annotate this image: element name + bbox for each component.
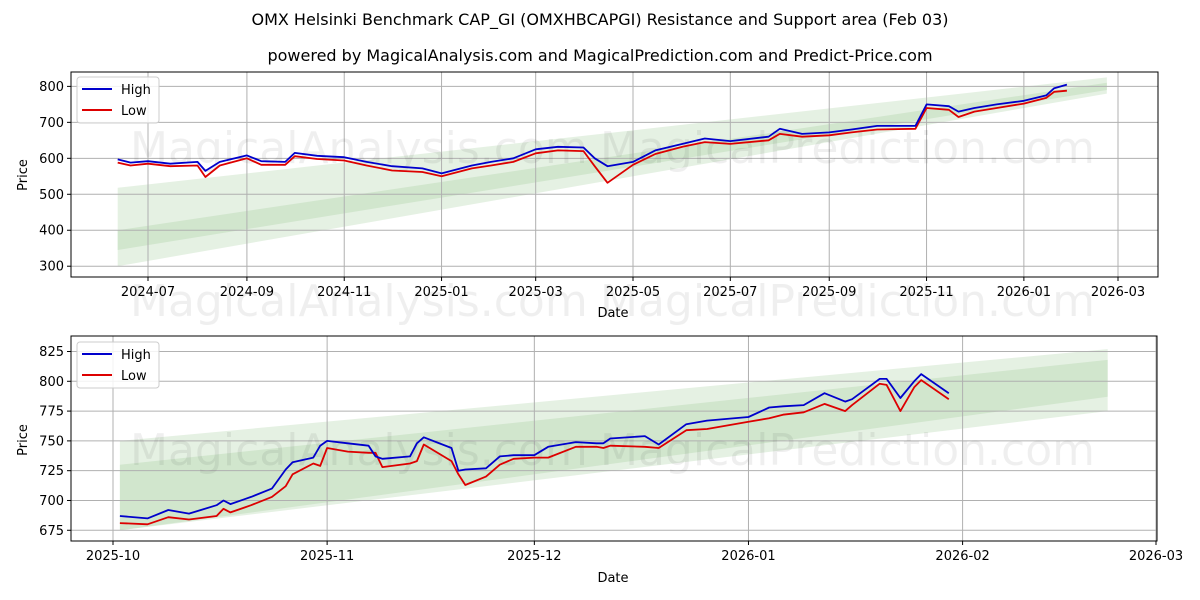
- y-tick-label: 700: [39, 494, 64, 509]
- y-tick-label: 725: [39, 464, 64, 479]
- watermark-analysis-2: MagicalAnalysis.com: [130, 276, 588, 327]
- x-tick-label: 2025-11: [300, 549, 354, 564]
- legend-low-label-2: Low: [121, 369, 147, 384]
- series-high-line: [119, 373, 950, 520]
- top-x-axis-label: Date: [597, 306, 628, 321]
- top-plot-frame: [70, 71, 1159, 278]
- x-tick-label: 2025-05: [606, 285, 660, 300]
- x-tick-label: 2026-01: [997, 285, 1051, 300]
- legend-high-label-2: High: [121, 348, 151, 363]
- series-low-line: [117, 89, 1067, 184]
- top-x-axis: 2024-07 2024-09 2024-11 2025-01 2025-03 2025-…: [121, 277, 1145, 300]
- y-tick-label: 825: [39, 345, 64, 360]
- x-tick-label: 2025-09: [802, 285, 856, 300]
- watermark-prediction: MagicalPrediction.com: [600, 123, 1095, 174]
- x-tick-label: 2025-10: [86, 549, 140, 564]
- x-tick-label: 2024-07: [121, 285, 175, 300]
- x-tick-label: 2025-07: [703, 285, 757, 300]
- bottom-plot-frame: [70, 335, 1158, 542]
- bottom-watermark: MagicalAnalysis.com MagicalPrediction.co…: [130, 425, 1095, 476]
- x-tick-label: 2025-01: [414, 285, 468, 300]
- x-tick-label: 2026-03: [1091, 285, 1145, 300]
- top-support-resistance-bands: [117, 77, 1107, 267]
- bottom-y-axis: 675 700 725 750 775 800 825: [39, 345, 71, 539]
- y-tick-label: 800: [39, 375, 64, 390]
- legend-high-label: High: [121, 83, 151, 98]
- x-tick-label: 2024-11: [317, 285, 371, 300]
- top-watermark: MagicalAnalysis.com MagicalPrediction.co…: [130, 123, 1095, 327]
- y-tick-label: 300: [39, 260, 64, 275]
- bottom-x-axis: 2025-10 2025-11 2025-12 2026-01 2026-02 2026-…: [86, 541, 1183, 564]
- bottom-x-axis-label: Date: [597, 571, 628, 586]
- watermark-analysis-3: MagicalAnalysis.com: [130, 425, 588, 476]
- x-tick-label: 2025-03: [509, 285, 563, 300]
- y-tick-label: 700: [39, 116, 64, 131]
- bottom-y-axis-label: Price: [16, 424, 31, 456]
- watermark-analysis: MagicalAnalysis.com: [130, 123, 588, 174]
- top-y-axis-label: Price: [16, 159, 31, 191]
- top-chart: MagicalAnalysis.com MagicalPrediction.co…: [16, 71, 1159, 327]
- bottom-grid: [71, 336, 1157, 541]
- y-tick-label: 800: [39, 80, 64, 95]
- top-price-lines: [117, 83, 1068, 184]
- y-tick-label: 400: [39, 224, 64, 239]
- band-inner: [117, 82, 1107, 251]
- bottom-chart: MagicalAnalysis.com MagicalPrediction.co…: [16, 335, 1183, 586]
- bottom-legend: High Low: [76, 341, 160, 389]
- y-tick-label: 600: [39, 152, 64, 167]
- watermark-prediction-2: MagicalPrediction.com: [600, 276, 1095, 327]
- x-tick-label: 2026-01: [721, 549, 775, 564]
- x-tick-label: 2025-11: [899, 285, 953, 300]
- y-tick-label: 750: [39, 434, 64, 449]
- bottom-price-lines: [119, 373, 950, 526]
- x-tick-label: 2026-02: [935, 549, 989, 564]
- series-low-line: [119, 379, 950, 526]
- series-high-line: [117, 83, 1068, 175]
- y-tick-label: 675: [39, 524, 64, 539]
- top-y-axis: 300 400 500 600 700 800: [39, 80, 71, 275]
- x-tick-label: 2026-03: [1129, 549, 1183, 564]
- y-tick-label: 500: [39, 188, 64, 203]
- y-tick-label: 775: [39, 405, 64, 420]
- legend-low-label: Low: [121, 104, 147, 119]
- x-tick-label: 2025-12: [507, 549, 561, 564]
- top-legend: High Low: [76, 76, 160, 124]
- chart-title: OMX Helsinki Benchmark CAP_GI (OMXHBCAPG…: [251, 10, 949, 29]
- x-tick-label: 2024-09: [220, 285, 274, 300]
- chart-subtitle: powered by MagicalAnalysis.com and Magic…: [267, 46, 933, 65]
